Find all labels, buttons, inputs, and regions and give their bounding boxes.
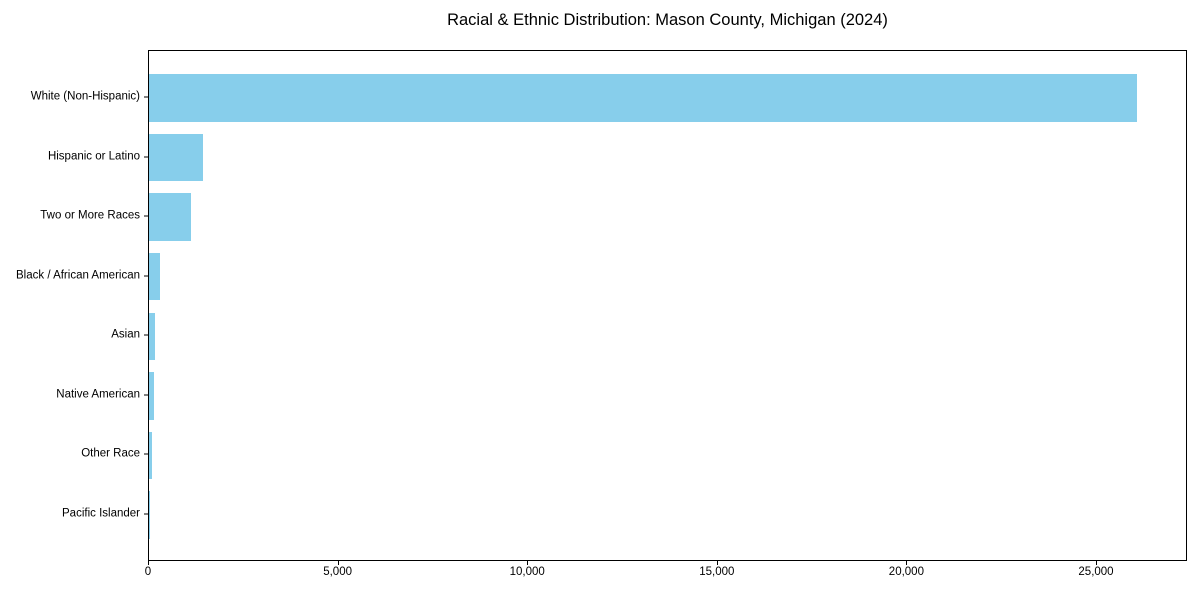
y-tick-mark — [144, 453, 148, 455]
y-axis-label-white-non-hispanic: White (Non-Hispanic) — [30, 90, 140, 103]
bar-asian — [149, 312, 156, 361]
y-tick-mark — [144, 394, 148, 396]
bar-white-non-hispanic — [149, 74, 1137, 122]
y-tick-mark — [144, 215, 148, 217]
y-tick-mark — [144, 275, 148, 277]
y-tick-mark — [144, 96, 148, 98]
x-tick-mark — [1096, 561, 1097, 565]
y-tick-mark — [144, 334, 148, 336]
plot-area — [148, 50, 1187, 561]
x-tick-mark — [148, 561, 149, 565]
x-tick-label: 25,000 — [1078, 566, 1114, 578]
x-tick-mark — [527, 561, 529, 565]
chart-title: Racial & Ethnic Distribution: Mason Coun… — [447, 11, 888, 29]
y-tick-mark — [144, 156, 148, 158]
bar-hispanic-or-latino — [149, 133, 203, 182]
y-axis-label-two-or-more-races: Two or More Races — [40, 209, 140, 222]
x-tick-label: 5,000 — [323, 566, 352, 578]
y-axis-label-asian: Asian — [111, 328, 140, 341]
x-tick-label: 10,000 — [509, 566, 545, 578]
x-tick-label: 15,000 — [699, 566, 735, 578]
x-tick-label: 20,000 — [888, 566, 924, 578]
y-axis-label-pacific-islander: Pacific Islander — [62, 507, 140, 520]
bar-two-or-more-races — [149, 193, 191, 241]
x-tick-mark — [906, 561, 908, 565]
x-tick-mark — [337, 561, 339, 565]
y-axis-label-native-american: Native American — [56, 388, 140, 401]
y-axis-label-black-african-american: Black / African American — [16, 268, 140, 281]
x-tick-mark — [716, 561, 718, 565]
bar-black-african-american — [149, 252, 161, 301]
y-axis-label-hispanic-or-latino: Hispanic or Latino — [47, 149, 140, 162]
x-tick-label: 0 — [144, 566, 152, 578]
y-axis-label-other-race: Other Race — [81, 447, 140, 460]
bar-native-american — [149, 372, 154, 420]
y-tick-mark — [144, 513, 148, 515]
bar-other-race — [149, 431, 153, 480]
